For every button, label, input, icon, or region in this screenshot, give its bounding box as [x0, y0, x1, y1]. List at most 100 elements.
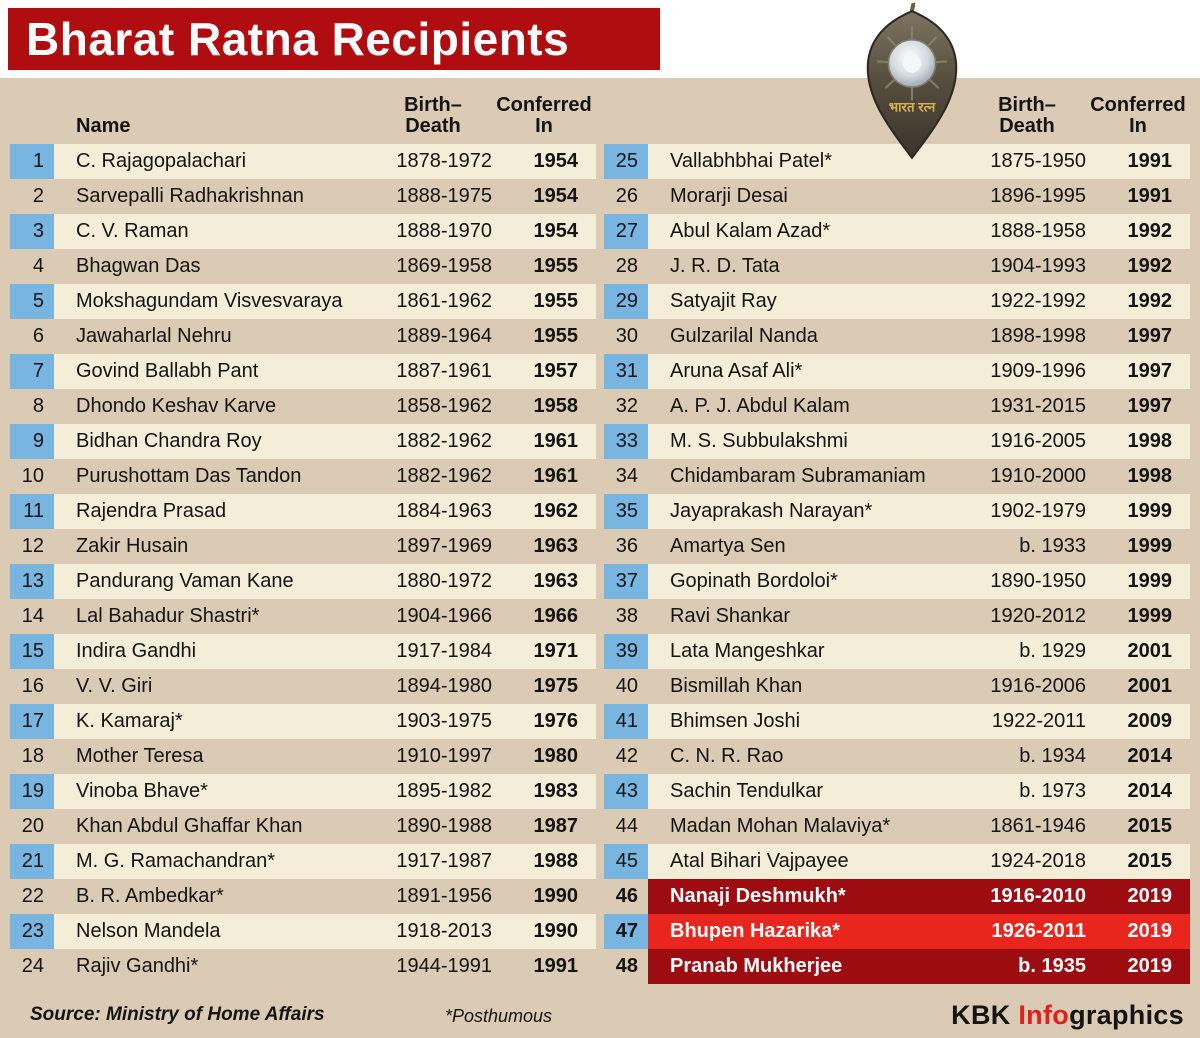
birth-death: 1944-1991 [396, 955, 492, 977]
row-number: 34 [615, 465, 638, 487]
recipient-name: Khan Abdul Ghaffar Khan [76, 815, 303, 837]
row-number: 7 [10, 354, 54, 389]
conferred-year: 2009 [1127, 710, 1173, 732]
table-row: 16 V. V. Giri 1894-1980 1975 [10, 669, 596, 704]
row-number: 15 [10, 634, 54, 669]
birth-death: 1869-1958 [396, 255, 492, 277]
conferred-year: 1998 [1127, 430, 1173, 452]
birth-death: 1918-2013 [396, 920, 492, 942]
birth-death: 1916-2010 [968, 879, 1086, 914]
table-row: 12 Zakir Husain 1897-1969 1963 [10, 529, 596, 564]
birth-death: 1898-1998 [990, 325, 1086, 347]
table-row: 30 Gulzarilal Nanda 1898-1998 1997 [604, 319, 1190, 354]
brand-credit: KBK Infographics [951, 1000, 1184, 1031]
birth-death: 1861-1946 [990, 815, 1086, 837]
conferred-year: 1961 [533, 465, 579, 487]
birth-death: 1917-1987 [396, 850, 492, 872]
table-row: 8 Dhondo Keshav Karve 1858-1962 1958 [10, 389, 596, 424]
birth-death: 1910-2000 [990, 465, 1086, 487]
row-number: 37 [604, 564, 648, 599]
table-row: 10 Purushottam Das Tandon 1882-1962 1961 [10, 459, 596, 494]
recipient-name: Sarvepalli Radhakrishnan [76, 185, 304, 207]
conferred-year: 1980 [533, 745, 579, 767]
table-row: 33 M. S. Subbulakshmi 1916-2005 1998 [604, 424, 1190, 459]
row-number: 30 [615, 325, 638, 347]
table-row: 36 Amartya Sen b. 1933 1999 [604, 529, 1190, 564]
conferred-year: 1997 [1127, 360, 1173, 382]
recipient-name: Nelson Mandela [76, 920, 221, 942]
header-birth-death: Birth– Death [404, 94, 462, 137]
row-number: 44 [615, 815, 638, 837]
row-number: 38 [615, 605, 638, 627]
row-number: 42 [615, 745, 638, 767]
conferred-year: 1963 [533, 535, 579, 557]
conferred-year: 1992 [1127, 290, 1173, 312]
table-row: 34 Chidambaram Subramaniam 1910-2000 1998 [604, 459, 1190, 494]
conferred-year: 1976 [533, 710, 579, 732]
brand-graphics: graphics [1069, 1000, 1184, 1030]
recipient-name: Bhupen Hazarika* [648, 914, 968, 949]
table-row: 14 Lal Bahadur Shastri* 1904-1966 1966 [10, 599, 596, 634]
table-row: 29 Satyajit Ray 1922-1992 1992 [604, 284, 1190, 319]
recipient-name: Vallabhbhai Patel* [670, 150, 832, 172]
conferred-year: 1954 [533, 220, 579, 242]
table-row: 24 Rajiv Gandhi* 1944-1991 1991 [10, 949, 596, 984]
header-conferred: Conferred In [496, 94, 592, 137]
conferred-year: 1990 [533, 885, 579, 907]
conferred-year: 1999 [1127, 535, 1173, 557]
conferred-year: 1999 [1127, 500, 1173, 522]
recipient-name: C. N. R. Rao [670, 745, 784, 767]
conferred-year: 1988 [533, 850, 579, 872]
row-number: 40 [615, 675, 638, 697]
row-number: 43 [604, 774, 648, 809]
conferred-year: 1975 [533, 675, 579, 697]
birth-death: 1861-1962 [396, 290, 492, 312]
table-row: 4 Bhagwan Das 1869-1958 1955 [10, 249, 596, 284]
table-row: 37 Gopinath Bordoloi* 1890-1950 1999 [604, 564, 1190, 599]
row-number: 20 [21, 815, 44, 837]
conferred-year: 1987 [533, 815, 579, 837]
table-right-half: Birth– Death Conferred In 25 Vallabhbhai … [604, 80, 1190, 984]
recipient-name: Lata Mangeshkar [670, 640, 825, 662]
row-number: 4 [32, 255, 44, 277]
recipient-name: Amartya Sen [670, 535, 786, 557]
birth-death: b. 1929 [1019, 640, 1086, 662]
recipient-name: Sachin Tendulkar [670, 780, 824, 802]
table-row: 26 Morarji Desai 1896-1995 1991 [604, 179, 1190, 214]
conferred-year: 1991 [1127, 185, 1173, 207]
recipient-name: Vinoba Bhave* [76, 780, 208, 802]
recipient-name: Zakir Husain [76, 535, 189, 557]
row-number: 48 [615, 955, 638, 977]
birth-death: 1903-1975 [396, 710, 492, 732]
conferred-year: 1999 [1127, 570, 1173, 592]
table-row: 44 Madan Mohan Malaviya* 1861-1946 2015 [604, 809, 1190, 844]
recipient-name: Mother Teresa [76, 745, 204, 767]
row-number: 5 [10, 284, 54, 319]
conferred-year: 1998 [1127, 465, 1173, 487]
table-left-half: Name Birth– Death Conferred In 1 C. Rajag… [10, 80, 596, 984]
recipient-name: Rajendra Prasad [76, 500, 227, 522]
table-row: 40 Bismillah Khan 1916-2006 2001 [604, 669, 1190, 704]
birth-death: 1890-1988 [396, 815, 492, 837]
row-number: 12 [21, 535, 44, 557]
conferred-year: 1954 [533, 150, 579, 172]
recipient-name: Bidhan Chandra Roy [76, 430, 262, 452]
birth-death: 1880-1972 [396, 570, 492, 592]
row-number: 33 [604, 424, 648, 459]
recipient-name: Bhagwan Das [76, 255, 201, 277]
conferred-year: 1955 [533, 290, 579, 312]
table-row: 25 Vallabhbhai Patel* 1875-1950 1991 [604, 144, 1190, 179]
table-row: 6 Jawaharlal Nehru 1889-1964 1955 [10, 319, 596, 354]
table-row: 41 Bhimsen Joshi 1922-2011 2009 [604, 704, 1190, 739]
birth-death: 1896-1995 [990, 185, 1086, 207]
row-number: 9 [10, 424, 54, 459]
birth-death: 1926-2011 [968, 914, 1086, 949]
table-row: 23 Nelson Mandela 1918-2013 1990 [10, 914, 596, 949]
row-number: 22 [21, 885, 44, 907]
table-row: 21 M. G. Ramachandran* 1917-1987 1988 [10, 844, 596, 879]
rows-right: 25 Vallabhbhai Patel* 1875-1950 1991 26 Morar… [604, 144, 1190, 984]
table-header-left: Name Birth– Death Conferred In [10, 80, 596, 144]
conferred-year: 1954 [533, 185, 579, 207]
conferred-year: 1955 [533, 325, 579, 347]
recipient-name: Indira Gandhi [76, 640, 197, 662]
